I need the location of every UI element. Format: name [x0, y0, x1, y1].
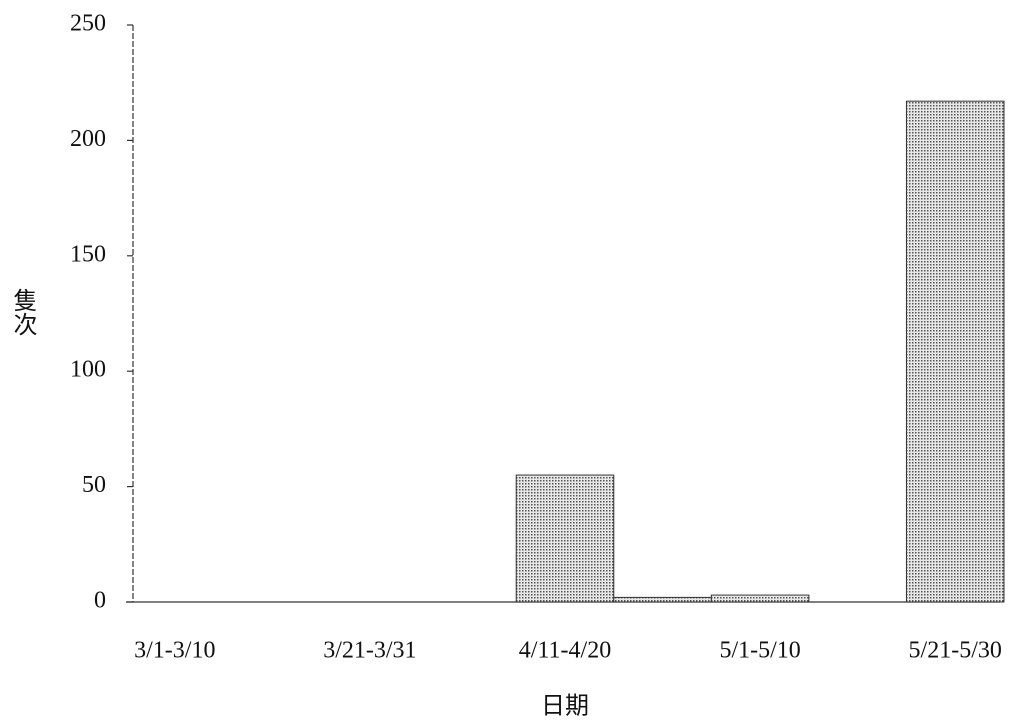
x-tick-label: 4/11-4/20 [519, 638, 611, 664]
bar [515, 474, 615, 603]
bar [710, 594, 810, 603]
x-tick-label: 3/21-3/31 [323, 638, 416, 664]
x-tick-label: 5/1-5/10 [719, 638, 800, 664]
bar [613, 596, 712, 603]
y-tick-label: 100 [70, 357, 106, 383]
y-tick-label: 250 [70, 11, 106, 37]
x-tick-label: 5/21-5/30 [909, 638, 1002, 664]
y-tick-label: 200 [70, 126, 106, 152]
y-tick-label: 50 [82, 472, 106, 498]
y-axis-label: 隻次 [9, 288, 37, 336]
y-tick-label: 150 [70, 241, 106, 267]
bar [905, 100, 1005, 603]
x-axis-label: 日期 [541, 694, 589, 720]
y-tick-label: 0 [94, 588, 106, 614]
x-tick-label: 3/1-3/10 [134, 638, 215, 664]
